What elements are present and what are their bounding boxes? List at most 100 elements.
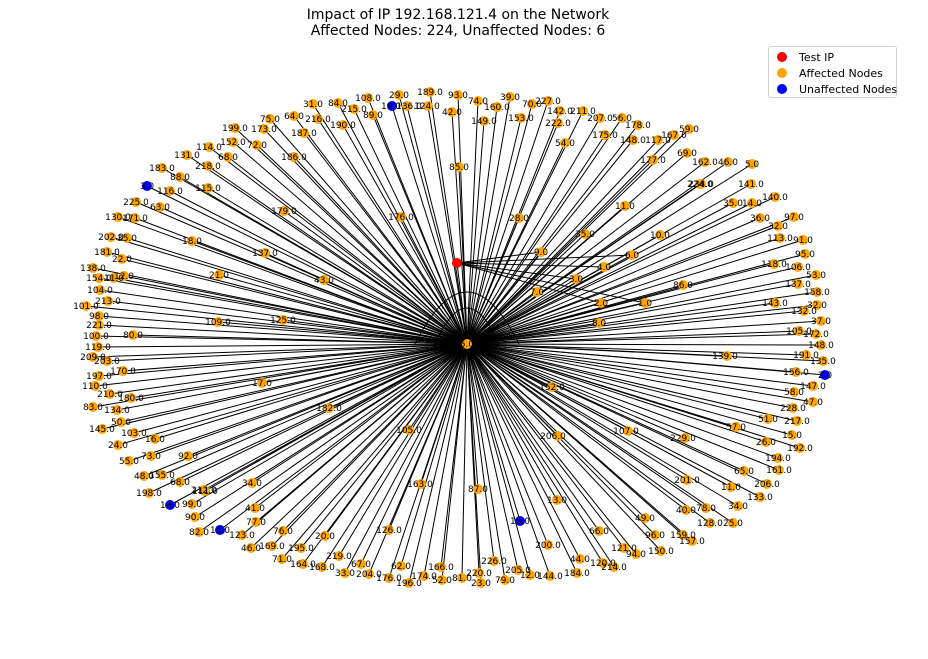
node-label: 104.0 bbox=[87, 286, 113, 296]
edge-line bbox=[467, 344, 821, 345]
node-label: 8.0 bbox=[592, 319, 607, 329]
node-label: 103.0 bbox=[121, 429, 147, 439]
node-label: 172.0 bbox=[803, 330, 829, 340]
chart-title: Impact of IP 192.168.121.4 on the Networ… bbox=[0, 7, 916, 23]
node-label: 83.0 bbox=[83, 403, 103, 413]
edge-line bbox=[467, 344, 797, 421]
node-label: 2.0 bbox=[818, 371, 833, 381]
node-label: 116.0 bbox=[157, 187, 183, 197]
node-label: 88.0 bbox=[170, 173, 190, 183]
legend-item-affected: Affected Nodes bbox=[777, 67, 883, 83]
node-label: 17.0 bbox=[252, 379, 272, 389]
node-label: 94.0 bbox=[626, 550, 646, 560]
node-label: 14.0 bbox=[742, 199, 762, 209]
node-label: 135.0 bbox=[810, 357, 836, 367]
node-label: 138.0 bbox=[80, 264, 106, 274]
edge-line bbox=[242, 344, 467, 535]
node-label: 219.0 bbox=[326, 552, 352, 562]
node-label: 68.0 bbox=[218, 153, 238, 163]
node-label: 178.0 bbox=[625, 121, 651, 131]
node-label: 65.0 bbox=[734, 467, 754, 477]
node-label: 62.0 bbox=[391, 562, 411, 572]
edge-line bbox=[467, 344, 661, 551]
node-label: 10.0 bbox=[650, 231, 670, 241]
node-label: 214.0 bbox=[601, 563, 627, 573]
node-label: 139.0 bbox=[712, 352, 738, 362]
node-label: 118.0 bbox=[761, 260, 787, 270]
node-label: 194.0 bbox=[765, 454, 791, 464]
node-label: 90.0 bbox=[185, 513, 205, 523]
node-label: 179.0 bbox=[271, 207, 297, 217]
node-label: 217.0 bbox=[784, 417, 810, 427]
node-label: 91.0 bbox=[793, 236, 813, 246]
node-label: 80.0 bbox=[123, 331, 143, 341]
edge-line bbox=[467, 344, 692, 541]
node-label: 180.0 bbox=[118, 394, 144, 404]
node-label: 218.0 bbox=[195, 162, 221, 172]
edge-line bbox=[124, 276, 467, 344]
node-label: 68.0 bbox=[170, 478, 190, 488]
node-label: 79.0 bbox=[495, 576, 515, 586]
legend-label: Affected Nodes bbox=[799, 67, 883, 80]
node-label: 224.0 bbox=[687, 180, 713, 190]
legend-test-ip-marker-icon bbox=[777, 52, 787, 62]
node-label: 49.0 bbox=[635, 514, 655, 524]
node-label: 221.0 bbox=[86, 321, 112, 331]
chart-subtitle: Affected Nodes: 224, Unaffected Nodes: 6 bbox=[0, 23, 916, 39]
node-label: 222.0 bbox=[545, 119, 571, 129]
node-label: 162.0 bbox=[692, 158, 718, 168]
legend-affected-marker-icon bbox=[777, 68, 787, 78]
node-label: 161.0 bbox=[766, 466, 792, 476]
node-label: 26.0 bbox=[756, 438, 776, 448]
node-label: 42.0 bbox=[442, 108, 462, 118]
node-label: 198.0 bbox=[136, 489, 162, 499]
node-label: 177.0 bbox=[640, 156, 666, 166]
node-label: 168.0 bbox=[309, 563, 335, 573]
node-label: 46.0 bbox=[718, 158, 738, 168]
node-label: 216.0 bbox=[305, 115, 331, 125]
node-label: 18.0 bbox=[510, 517, 530, 527]
node-label: 125.0 bbox=[270, 316, 296, 326]
node-label: 207.0 bbox=[587, 114, 613, 124]
node-label: 54.0 bbox=[555, 139, 575, 149]
node-label: 35.0 bbox=[117, 234, 137, 244]
node-label: 119.0 bbox=[85, 343, 111, 353]
node-label: 3.0 bbox=[569, 275, 584, 285]
node-label: 169.0 bbox=[259, 542, 285, 552]
node-label: 40.0 bbox=[676, 506, 696, 516]
node-label: 96.0 bbox=[645, 531, 665, 541]
node-label: 192.0 bbox=[787, 444, 813, 454]
node-label: 39.0 bbox=[500, 93, 520, 103]
node-label: 82.0 bbox=[189, 528, 209, 538]
node-label: 182.0 bbox=[316, 404, 342, 414]
node-label: 2.0 bbox=[594, 299, 609, 309]
node-label: 206.0 bbox=[540, 432, 566, 442]
node-label: 77.0 bbox=[246, 518, 266, 528]
node-label: 29.0 bbox=[389, 91, 409, 101]
edge-line bbox=[467, 344, 686, 510]
node-label: 128.0 bbox=[697, 519, 723, 529]
node-label: 153.0 bbox=[508, 114, 534, 124]
edge-line bbox=[467, 344, 731, 487]
node-label: 149.0 bbox=[471, 117, 497, 127]
edge-line bbox=[467, 140, 633, 344]
node-label: 140.0 bbox=[762, 193, 788, 203]
node-label: 11.0 bbox=[615, 202, 635, 212]
node-label: 107.0 bbox=[613, 427, 639, 437]
node-label: 124.0 bbox=[414, 102, 440, 112]
node-label: 108.0 bbox=[355, 94, 381, 104]
node-label: 3.0 bbox=[140, 182, 155, 192]
node-label: 201.0 bbox=[674, 476, 700, 486]
node-label: 150.0 bbox=[648, 547, 674, 557]
node-label: 93.0 bbox=[448, 91, 468, 101]
edge-line bbox=[389, 344, 467, 578]
node-label: 197.0 bbox=[86, 372, 112, 382]
node-label: 220.0 bbox=[466, 569, 492, 579]
node-label: 95.0 bbox=[795, 250, 815, 260]
node-label: 16.0 bbox=[145, 435, 165, 445]
node-label: 34.0 bbox=[242, 479, 262, 489]
node-label: 11.0 bbox=[721, 483, 741, 493]
node-label: 25.0 bbox=[723, 519, 743, 529]
edge-line bbox=[162, 344, 467, 475]
node-label: 212.0 bbox=[191, 486, 217, 496]
